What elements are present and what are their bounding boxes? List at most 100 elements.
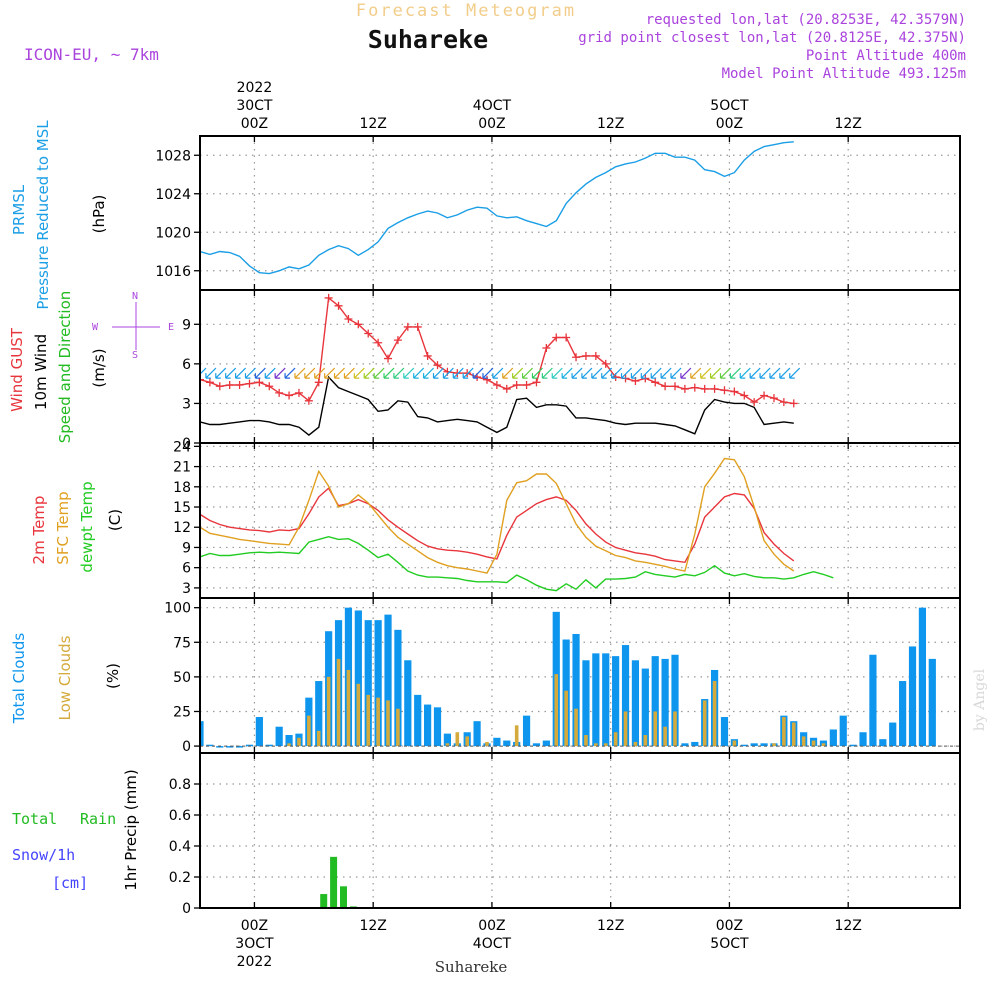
product-title: Forecast Meteogram	[356, 1, 576, 21]
gust-point	[512, 380, 521, 389]
total-clouds-label: Total Clouds	[10, 633, 28, 725]
low-clouds-bar	[316, 730, 321, 747]
compass-w: W	[92, 322, 99, 333]
wind-plot	[200, 293, 801, 436]
temp-2m-label: 2m Temp	[30, 496, 48, 565]
total-clouds-bar	[245, 744, 254, 747]
bottom-time-label: 5OCT	[710, 936, 749, 952]
low-clouds-bar	[732, 740, 737, 747]
low-clouds-bar	[801, 736, 806, 747]
gridpoint-coords: grid point closest lon,lat (20.8125E, 42…	[578, 30, 966, 46]
top-time-label: 00Z	[241, 116, 268, 132]
total-clouds-bar	[374, 620, 382, 747]
total-clouds-bar	[384, 614, 392, 747]
wind-10m-label: 10m Wind	[32, 334, 50, 410]
wind-arrow	[739, 367, 751, 379]
wind-arrow	[333, 367, 345, 379]
footer-location: Suhareke	[435, 958, 508, 976]
wind-panel-labels: Wind GUST 10m Wind Speed and Direction (…	[8, 291, 174, 444]
low-clouds-bar	[465, 736, 469, 747]
gust-point	[364, 329, 373, 338]
wind-arrow	[512, 367, 524, 379]
low-clouds-bar	[791, 722, 796, 747]
gust-point	[542, 344, 551, 353]
wind-arrow	[452, 367, 464, 379]
total-clouds-bar	[839, 715, 847, 747]
wind-arrow	[680, 367, 692, 379]
total-clouds-bar	[424, 704, 432, 747]
total-clouds-bar	[285, 735, 293, 747]
total-clouds-bar	[918, 607, 927, 747]
wind-arrow	[700, 367, 712, 379]
gust-point	[215, 382, 224, 391]
total-clouds-bar	[572, 633, 580, 747]
y-tick-label: 12	[173, 520, 191, 536]
bottom-time-label: 2022	[237, 954, 273, 970]
series-line-prmsl	[200, 141, 794, 275]
low-clouds-bar	[297, 737, 301, 747]
total-clouds-bar	[354, 610, 362, 747]
requested-coords: requested lon,lat (20.8253E, 42.3579N)	[646, 12, 966, 28]
temp-dewpt-label: dewpt Temp	[78, 481, 96, 572]
top-time-label: 00Z	[478, 116, 505, 132]
gust-point	[285, 391, 294, 400]
total-clouds-bar	[879, 739, 887, 747]
total-label: Total	[12, 810, 57, 828]
gust-point	[354, 320, 363, 329]
total-clouds-bar	[443, 733, 451, 747]
total-clouds-bar	[493, 737, 501, 747]
gust-point	[294, 388, 303, 397]
gust-point	[552, 333, 561, 342]
temperature-panel-labels: 2m Temp SFC Temp dewpt Temp (C)	[30, 481, 124, 572]
low-clouds-bar	[663, 726, 667, 747]
wind-arrow	[611, 367, 623, 379]
total-clouds-bar	[364, 620, 372, 747]
bottom-time-label: 12Z	[597, 918, 624, 934]
location-title: Suhareke	[368, 25, 488, 54]
wind-arrow	[393, 367, 405, 379]
wind-arrow	[541, 367, 553, 379]
bottom-time-label: 00Z	[716, 918, 743, 934]
total-clouds-bar	[592, 653, 600, 747]
wind-arrow	[650, 367, 662, 379]
pressure-label-prmsl: PRMSL	[10, 184, 28, 235]
wind-arrow	[789, 367, 801, 379]
y-tick-label: 3	[182, 581, 191, 597]
gust-point	[463, 369, 472, 378]
precip-unit-label: 1hr Precip (mm)	[122, 769, 140, 890]
total-clouds-bar	[928, 658, 936, 747]
top-time-label: 00Z	[716, 116, 743, 132]
y-tick-label: 1028	[155, 148, 191, 164]
low-clouds-bar	[455, 732, 460, 747]
low-clouds-bar	[554, 674, 559, 747]
series-line-sfc-temp	[200, 457, 795, 574]
watermark: by Angel	[972, 668, 988, 731]
rain-bar	[320, 894, 328, 908]
low-clouds-bar	[356, 683, 361, 747]
gust-point	[562, 333, 571, 342]
model-altitude: Model Point Altitude 493.125m	[722, 66, 966, 82]
wind-arrow	[294, 367, 306, 379]
wind-arrow	[482, 367, 494, 379]
total-clouds-bar	[651, 656, 659, 747]
wind-arrow	[383, 367, 395, 379]
low-clouds-bar	[336, 658, 341, 747]
bottom-time-label: 4OCT	[473, 936, 512, 952]
y-tick-label: 0.2	[169, 870, 191, 886]
compass-e: E	[168, 322, 174, 333]
total-clouds-bar	[740, 744, 748, 747]
wind-arrow	[769, 367, 781, 379]
y-tick-label: 1016	[155, 264, 191, 280]
clouds-unit-label: (%)	[104, 663, 122, 689]
low-clouds-bar	[396, 708, 400, 747]
gust-point	[581, 351, 590, 360]
model-label: ICON-EU, ~ 7km	[24, 45, 159, 64]
series-line-dewpt-temp	[200, 535, 834, 592]
wind-arrow	[413, 367, 425, 379]
gust-point	[275, 388, 284, 397]
total-clouds-bar	[681, 743, 689, 747]
wind-arrow	[502, 367, 514, 379]
gust-point	[384, 354, 393, 363]
total-clouds-bar	[691, 741, 699, 747]
